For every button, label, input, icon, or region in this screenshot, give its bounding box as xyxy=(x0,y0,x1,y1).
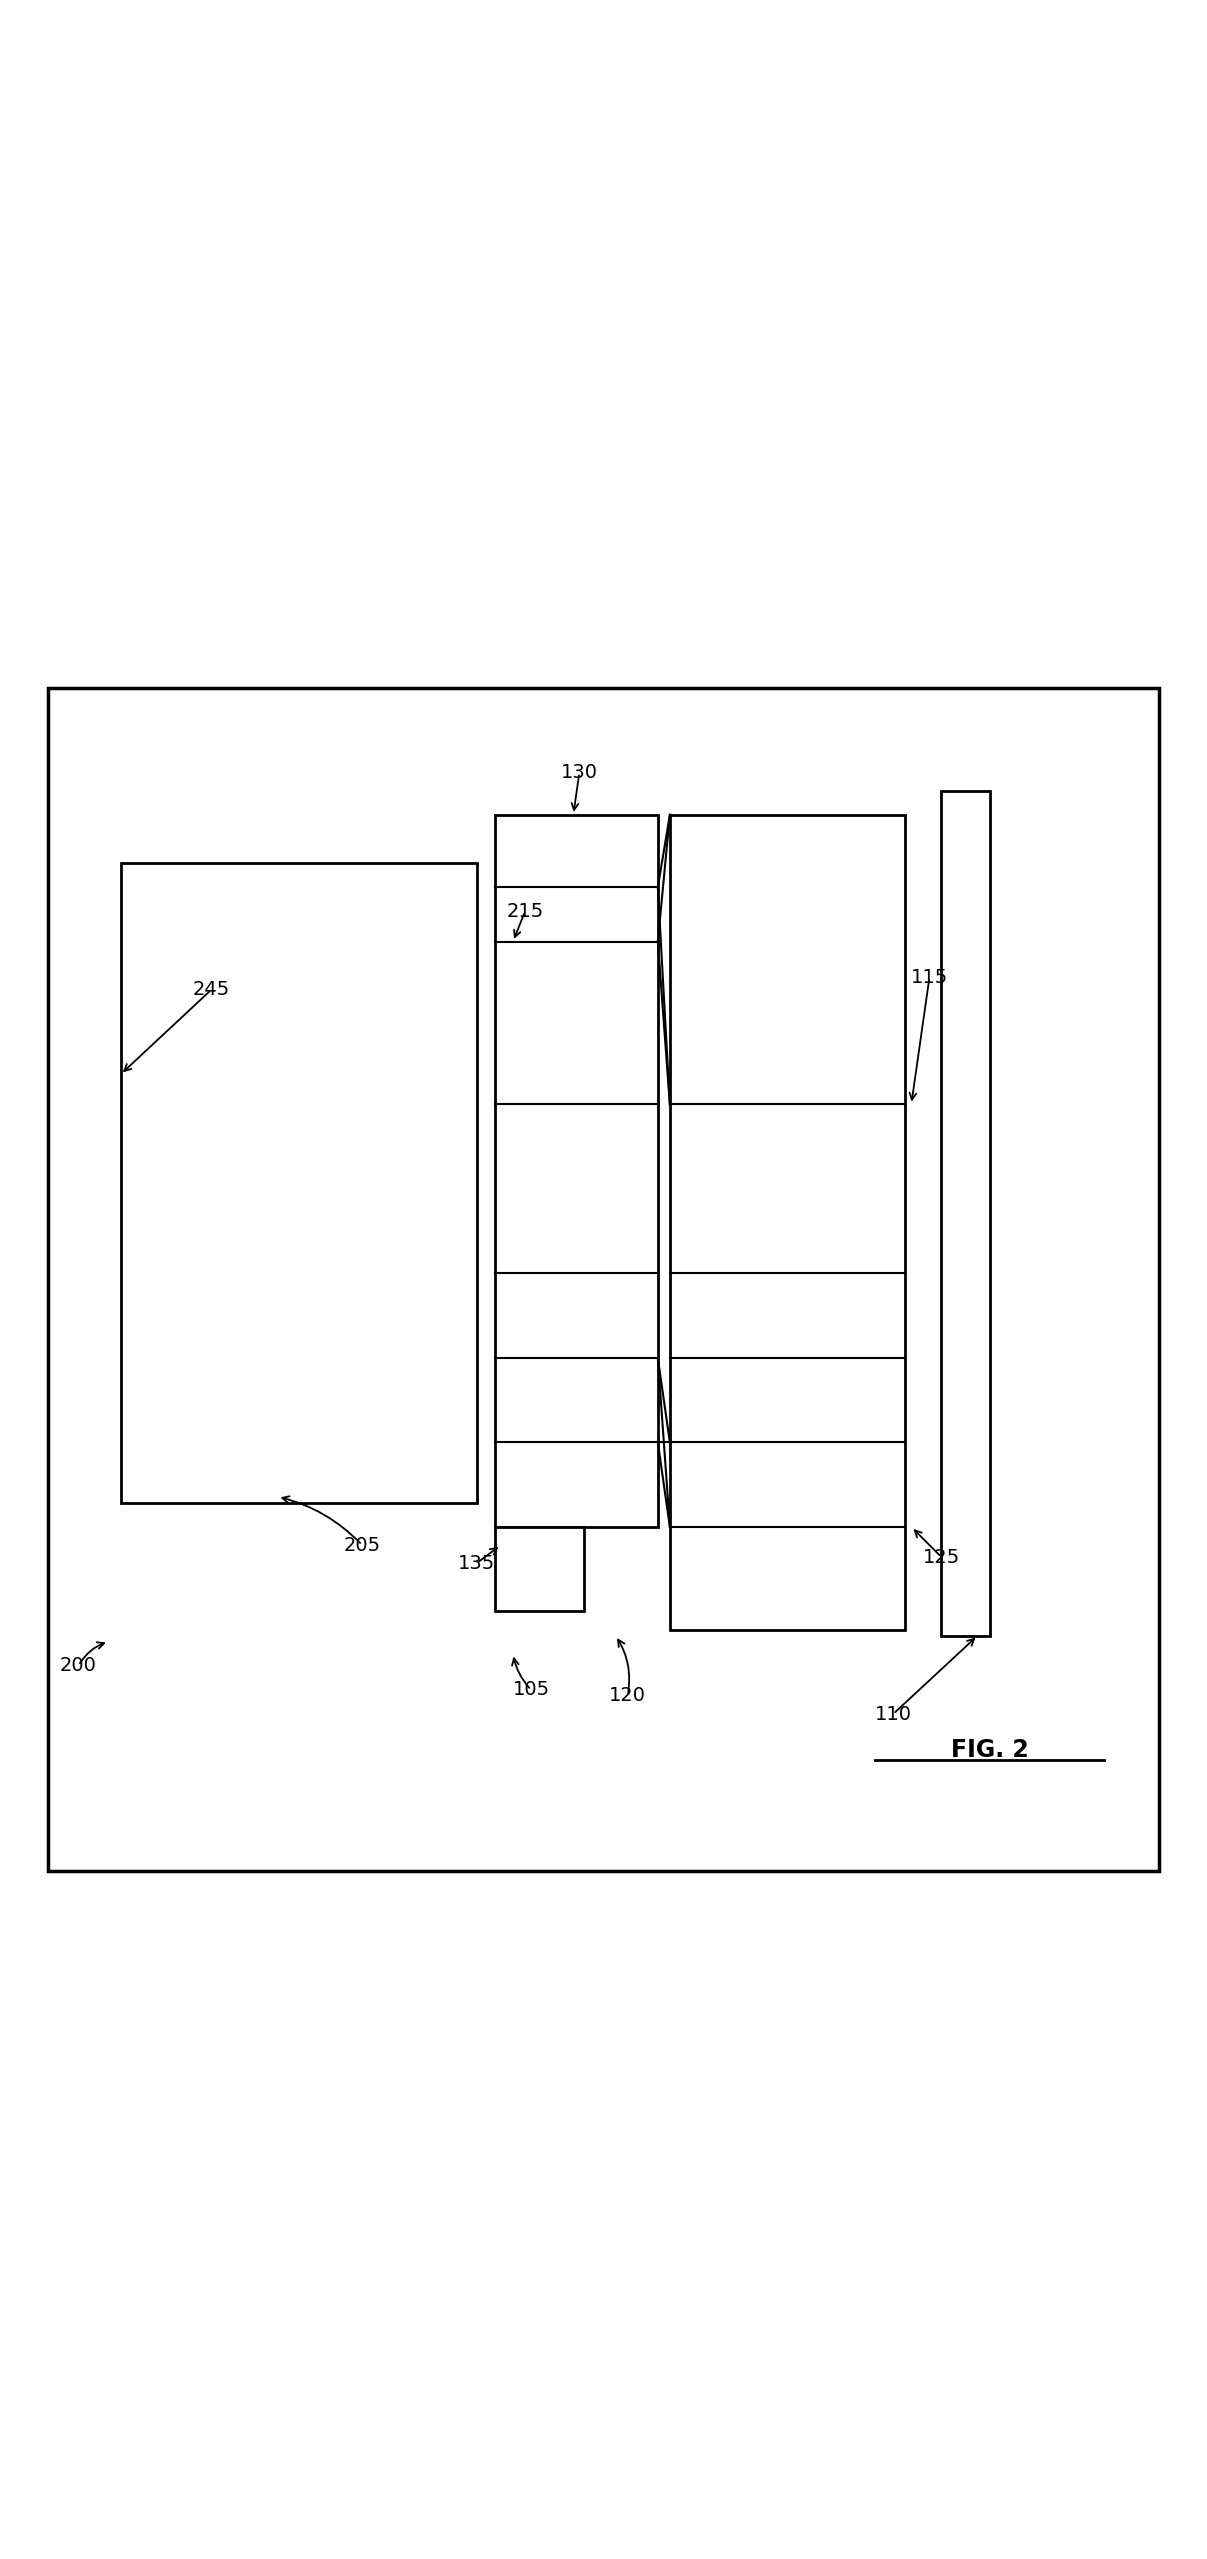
Text: 130: 130 xyxy=(561,763,597,783)
Text: 120: 120 xyxy=(610,1686,646,1704)
Bar xyxy=(121,862,477,1502)
Text: 245: 245 xyxy=(193,980,229,1001)
Text: FIG. 2: FIG. 2 xyxy=(951,1738,1028,1763)
Text: 110: 110 xyxy=(875,1704,911,1725)
Bar xyxy=(495,814,658,1528)
Text: 125: 125 xyxy=(923,1548,960,1566)
Text: 215: 215 xyxy=(507,901,543,921)
Bar xyxy=(670,814,905,1630)
Text: 135: 135 xyxy=(459,1553,495,1574)
Text: 105: 105 xyxy=(513,1681,549,1699)
Bar xyxy=(941,791,990,1635)
Bar xyxy=(495,1528,584,1612)
Text: 115: 115 xyxy=(911,967,947,988)
Text: 200: 200 xyxy=(60,1656,97,1676)
Text: 205: 205 xyxy=(344,1535,380,1553)
